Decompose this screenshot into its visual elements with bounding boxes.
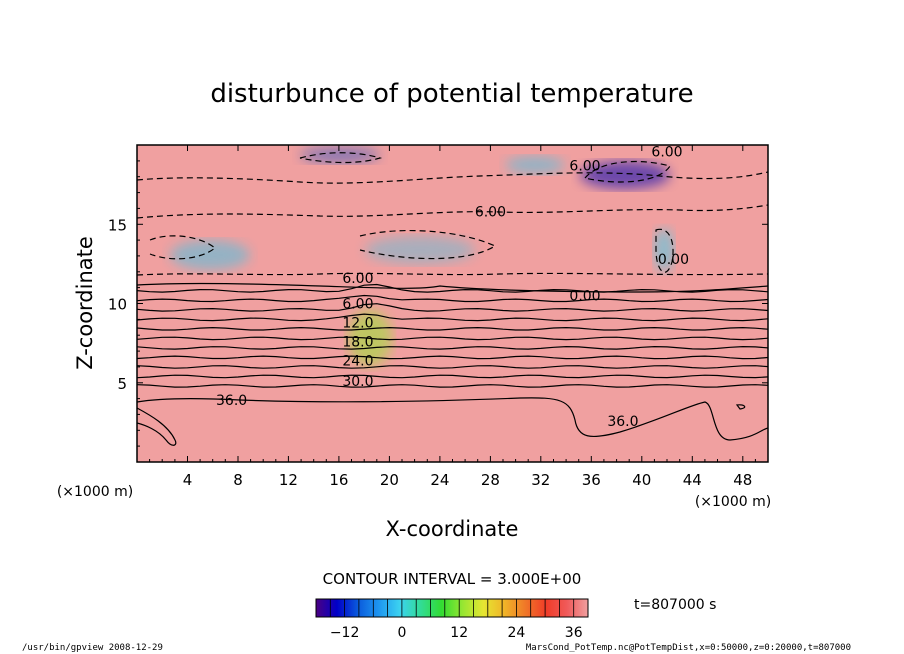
contour-line bbox=[137, 384, 768, 388]
contour-line bbox=[137, 355, 768, 360]
plot-area: 36.0 36.0 30.0 24.0 18.0 12.0 6.00 6.00 0.00 6.00… bbox=[136, 144, 769, 463]
colorbar-tick-label: −12 bbox=[330, 625, 360, 641]
colorbar-ticks: −12 0 12 24 36 bbox=[330, 625, 583, 641]
x-tick-label: 44 bbox=[683, 471, 702, 489]
contour-line bbox=[137, 374, 768, 379]
y-tick-label: 5 bbox=[117, 375, 127, 393]
footer-right: MarsCond_PotTemp.nc@PotTempDist,x=0:5000… bbox=[526, 643, 851, 653]
contour-36-lower bbox=[137, 397, 768, 441]
contour-label: 0.00 bbox=[569, 289, 600, 305]
contour-interval-label: CONTOUR INTERVAL = 3.000E+00 bbox=[323, 570, 582, 588]
x-tick-label: 12 bbox=[279, 471, 298, 489]
contour-label: 6.00 bbox=[342, 297, 373, 313]
light-patch bbox=[505, 156, 565, 174]
contour-line bbox=[137, 336, 768, 341]
contour-label: 6.00 bbox=[651, 144, 682, 160]
chart-title: disturbunce of potential temperature bbox=[210, 79, 693, 109]
colorbar-tick-label: 24 bbox=[507, 625, 525, 641]
x-tick-label: 24 bbox=[430, 471, 449, 489]
contour-label: 6.00 bbox=[342, 271, 373, 287]
colorbar-tick-label: 12 bbox=[450, 625, 468, 641]
y-axis: 5 10 15 bbox=[108, 160, 768, 447]
contour-36-right-cell bbox=[735, 404, 746, 410]
contour-label: 6.00 bbox=[569, 159, 600, 175]
y-tick-label: 15 bbox=[108, 216, 127, 234]
colorbar-tick-label: 0 bbox=[397, 625, 406, 641]
footer-left: /usr/bin/gpview 2008-12-29 bbox=[22, 643, 163, 653]
x-axis-label: X-coordinate bbox=[386, 517, 519, 541]
contour-labels: 36.0 36.0 30.0 24.0 18.0 12.0 6.00 6.00 0.00 6.00… bbox=[216, 144, 689, 430]
contour-line bbox=[137, 303, 768, 312]
light-patch bbox=[365, 236, 475, 264]
contour-label: 6.00 bbox=[475, 205, 506, 221]
contour-upper-dashed bbox=[359, 229, 497, 260]
colorbar-segments bbox=[329, 599, 575, 617]
x-tick-label: 4 bbox=[183, 471, 193, 489]
colorbar-frame bbox=[315, 598, 589, 618]
contour-36-lower-left bbox=[137, 407, 177, 446]
light-patch bbox=[170, 240, 250, 270]
x-tick-label: 48 bbox=[733, 471, 752, 489]
colorbar-tick-label: 36 bbox=[565, 625, 583, 641]
contour-upper-dashed bbox=[149, 235, 216, 260]
light-patch bbox=[654, 228, 674, 272]
x-axis-unit-left: (×1000 m) bbox=[57, 484, 133, 500]
x-tick-label: 20 bbox=[380, 471, 399, 489]
x-tick-label: 36 bbox=[582, 471, 601, 489]
contour-label: 24.0 bbox=[342, 354, 373, 370]
x-axis-unit-right: (×1000 m) bbox=[695, 494, 771, 510]
contour-line bbox=[137, 283, 768, 293]
x-tick-label: 28 bbox=[481, 471, 500, 489]
contour-label: 36.0 bbox=[607, 414, 638, 430]
contour-upper-dashed bbox=[299, 152, 383, 164]
colorbar-fill bbox=[316, 599, 588, 617]
x-axis: 4 8 12 16 20 24 28 32 36 40 44 48 bbox=[149, 145, 756, 489]
contour-upper-dashed bbox=[655, 228, 674, 273]
contour-lines bbox=[137, 152, 768, 446]
field-patches bbox=[170, 147, 674, 366]
y-axis-label: Z-coordinate bbox=[73, 236, 97, 370]
contour-line bbox=[137, 313, 768, 322]
contour-upper-dashed bbox=[137, 204, 768, 219]
contour-label: 30.0 bbox=[342, 374, 373, 390]
field-fill bbox=[137, 145, 768, 462]
x-tick-label: 40 bbox=[632, 471, 651, 489]
contour-upper-dashed bbox=[584, 160, 671, 183]
contour-line bbox=[137, 365, 768, 369]
contour-upper-dashed bbox=[137, 171, 768, 184]
x-tick-label: 32 bbox=[531, 471, 550, 489]
contour-label: 0.00 bbox=[658, 252, 689, 268]
contour-line bbox=[137, 326, 768, 331]
cold-pocket bbox=[580, 161, 670, 189]
contour-line bbox=[137, 294, 768, 303]
contour-6-dashed bbox=[137, 272, 768, 276]
x-tick-label: 8 bbox=[233, 471, 243, 489]
y-tick-label: 10 bbox=[108, 296, 127, 314]
contour-label: 36.0 bbox=[216, 393, 247, 409]
contour-label: 12.0 bbox=[342, 316, 373, 332]
time-label: t=807000 s bbox=[634, 597, 716, 613]
contour-label: 18.0 bbox=[342, 335, 373, 351]
colorbar: −12 0 12 24 36 bbox=[315, 598, 589, 641]
contour-line bbox=[137, 345, 768, 350]
cold-pocket bbox=[300, 147, 380, 163]
x-tick-label: 16 bbox=[329, 471, 348, 489]
